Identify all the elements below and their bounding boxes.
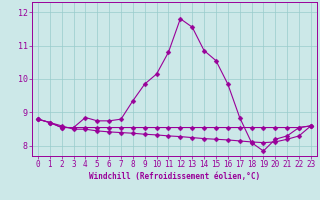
X-axis label: Windchill (Refroidissement éolien,°C): Windchill (Refroidissement éolien,°C) <box>89 172 260 181</box>
